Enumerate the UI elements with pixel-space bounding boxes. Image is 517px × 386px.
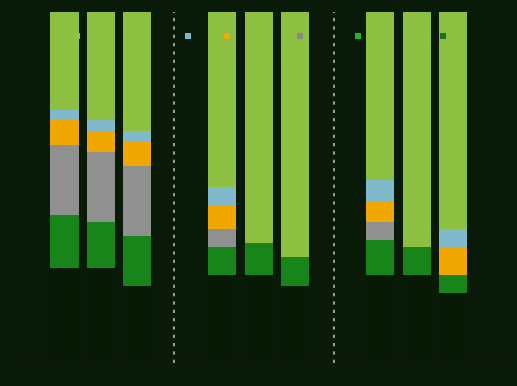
Bar bbox=[50, 110, 79, 120]
Bar bbox=[403, 12, 431, 247]
Bar bbox=[245, 275, 273, 363]
Bar bbox=[123, 166, 151, 236]
Bar bbox=[208, 247, 236, 275]
Bar bbox=[366, 201, 394, 222]
Bar bbox=[439, 293, 467, 363]
Bar bbox=[245, 12, 273, 244]
Bar bbox=[439, 12, 467, 229]
Bar bbox=[281, 286, 309, 363]
Bar bbox=[439, 275, 467, 293]
Bar bbox=[208, 187, 236, 205]
Bar bbox=[87, 222, 115, 268]
Bar bbox=[245, 244, 273, 275]
Bar bbox=[50, 12, 79, 110]
Bar bbox=[366, 240, 394, 275]
Bar bbox=[439, 229, 467, 247]
Bar bbox=[208, 229, 236, 247]
Bar bbox=[87, 131, 115, 152]
Bar bbox=[403, 275, 431, 363]
Bar bbox=[50, 145, 79, 215]
Bar bbox=[50, 268, 79, 363]
Bar bbox=[87, 152, 115, 222]
Bar bbox=[208, 205, 236, 229]
Bar bbox=[87, 12, 115, 120]
Bar bbox=[281, 257, 309, 286]
Bar bbox=[366, 180, 394, 201]
Bar bbox=[123, 286, 151, 363]
Bar bbox=[87, 120, 115, 131]
Bar bbox=[281, 12, 309, 257]
Bar bbox=[208, 12, 236, 187]
Bar bbox=[439, 247, 467, 275]
Bar bbox=[366, 275, 394, 363]
Bar bbox=[50, 120, 79, 145]
Bar bbox=[366, 12, 394, 180]
Bar bbox=[50, 215, 79, 268]
Bar bbox=[123, 12, 151, 131]
Bar bbox=[403, 247, 431, 275]
Bar bbox=[366, 222, 394, 240]
Bar bbox=[123, 131, 151, 142]
Bar bbox=[123, 236, 151, 286]
Bar bbox=[123, 142, 151, 166]
Bar bbox=[208, 275, 236, 363]
Bar bbox=[87, 268, 115, 363]
